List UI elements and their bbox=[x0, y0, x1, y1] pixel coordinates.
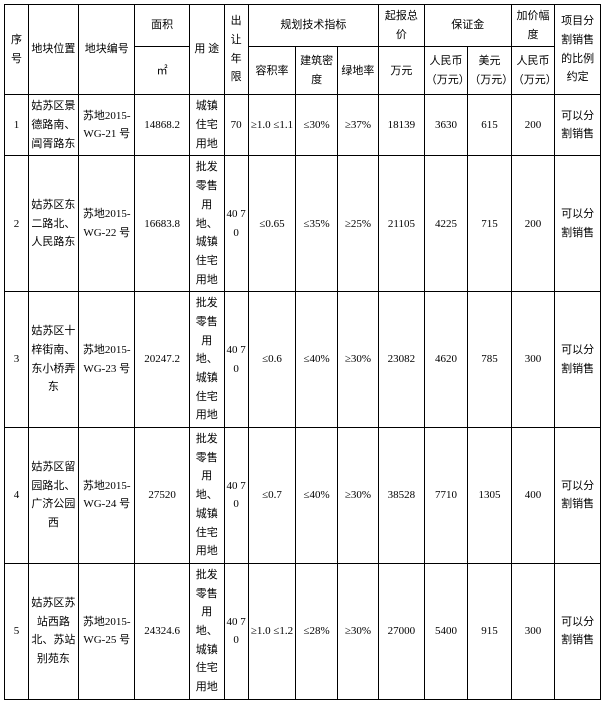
cell-seq: 4 bbox=[5, 428, 29, 564]
hdr-inc-sub: 人民币（万元） bbox=[511, 47, 555, 95]
cell-deposit_usd: 715 bbox=[468, 156, 512, 292]
hdr-tech-group: 规划技术指标 bbox=[248, 5, 379, 47]
cell-area: 24324.6 bbox=[135, 563, 189, 699]
hdr-split: 项目分割销售的比例约定 bbox=[555, 5, 601, 95]
cell-inc: 200 bbox=[511, 156, 555, 292]
hdr-deposit-rmb: 人民币（万元） bbox=[424, 47, 468, 95]
hdr-build-density: 建筑密度 bbox=[296, 47, 337, 95]
table-row: 1姑苏区景德路南、阊胥路东苏地2015-WG-21 号14868.2城镇住宅用地… bbox=[5, 95, 601, 156]
cell-split: 可以分割销售 bbox=[555, 156, 601, 292]
cell-location: 姑苏区景德路南、阊胥路东 bbox=[28, 95, 78, 156]
land-auction-table: 序号 地块位置 地块编号 面积 用 途 出让年限 规划技术指标 起报总价 保证金… bbox=[4, 4, 601, 700]
cell-deposit_rmb: 3630 bbox=[424, 95, 468, 156]
cell-seq: 3 bbox=[5, 292, 29, 428]
hdr-green-rate: 绿地率 bbox=[337, 47, 378, 95]
cell-seq: 5 bbox=[5, 563, 29, 699]
hdr-deposit-group: 保证金 bbox=[424, 5, 511, 47]
cell-deposit_rmb: 7710 bbox=[424, 428, 468, 564]
cell-deposit_rmb: 4225 bbox=[424, 156, 468, 292]
cell-use: 城镇住宅用地 bbox=[189, 95, 224, 156]
cell-build_density: ≤30% bbox=[296, 95, 337, 156]
hdr-deposit-usd: 美元（万元） bbox=[468, 47, 512, 95]
cell-use: 批发零售用地、城镇住宅用地 bbox=[189, 428, 224, 564]
cell-build_density: ≤28% bbox=[296, 563, 337, 699]
hdr-use: 用 途 bbox=[189, 5, 224, 95]
cell-deposit_usd: 915 bbox=[468, 563, 512, 699]
cell-start_price: 38528 bbox=[379, 428, 425, 564]
hdr-area-group: 面积 bbox=[135, 5, 189, 47]
cell-green_rate: ≥30% bbox=[337, 428, 378, 564]
cell-inc: 400 bbox=[511, 428, 555, 564]
cell-start_price: 21105 bbox=[379, 156, 425, 292]
cell-split: 可以分割销售 bbox=[555, 428, 601, 564]
cell-start_price: 18139 bbox=[379, 95, 425, 156]
cell-seq: 1 bbox=[5, 95, 29, 156]
table-row: 4姑苏区留园路北、广济公园西苏地2015-WG-24 号27520批发零售用地、… bbox=[5, 428, 601, 564]
hdr-area-sub: ㎡ bbox=[135, 47, 189, 95]
hdr-start-price-group: 起报总价 bbox=[379, 5, 425, 47]
cell-split: 可以分割销售 bbox=[555, 563, 601, 699]
cell-green_rate: ≥30% bbox=[337, 563, 378, 699]
cell-deposit_usd: 1305 bbox=[468, 428, 512, 564]
hdr-start-price-sub: 万元 bbox=[379, 47, 425, 95]
cell-far: ≥1.0 ≤1.2 bbox=[248, 563, 296, 699]
cell-build_density: ≤40% bbox=[296, 292, 337, 428]
cell-build_density: ≤40% bbox=[296, 428, 337, 564]
cell-area: 20247.2 bbox=[135, 292, 189, 428]
cell-seq: 2 bbox=[5, 156, 29, 292]
cell-area: 27520 bbox=[135, 428, 189, 564]
table-body: 1姑苏区景德路南、阊胥路东苏地2015-WG-21 号14868.2城镇住宅用地… bbox=[5, 95, 601, 699]
cell-code: 苏地2015-WG-25 号 bbox=[78, 563, 135, 699]
table-row: 3姑苏区十梓街南、东小桥弄东苏地2015-WG-23 号20247.2批发零售用… bbox=[5, 292, 601, 428]
cell-area: 14868.2 bbox=[135, 95, 189, 156]
hdr-seq: 序号 bbox=[5, 5, 29, 95]
cell-split: 可以分割销售 bbox=[555, 95, 601, 156]
cell-location: 姑苏区东二路北、人民路东 bbox=[28, 156, 78, 292]
cell-location: 姑苏区苏站西路北、苏站别苑东 bbox=[28, 563, 78, 699]
cell-code: 苏地2015-WG-21 号 bbox=[78, 95, 135, 156]
cell-area: 16683.8 bbox=[135, 156, 189, 292]
cell-use: 批发零售用地、城镇住宅用地 bbox=[189, 563, 224, 699]
cell-deposit_usd: 785 bbox=[468, 292, 512, 428]
cell-code: 苏地2015-WG-24 号 bbox=[78, 428, 135, 564]
hdr-location: 地块位置 bbox=[28, 5, 78, 95]
cell-inc: 200 bbox=[511, 95, 555, 156]
table-row: 2姑苏区东二路北、人民路东苏地2015-WG-22 号16683.8批发零售用地… bbox=[5, 156, 601, 292]
cell-green_rate: ≥30% bbox=[337, 292, 378, 428]
cell-term: 70 bbox=[224, 95, 248, 156]
cell-code: 苏地2015-WG-22 号 bbox=[78, 156, 135, 292]
cell-use: 批发零售用地、城镇住宅用地 bbox=[189, 156, 224, 292]
cell-green_rate: ≥37% bbox=[337, 95, 378, 156]
cell-term: 40 70 bbox=[224, 156, 248, 292]
cell-term: 40 70 bbox=[224, 428, 248, 564]
cell-code: 苏地2015-WG-23 号 bbox=[78, 292, 135, 428]
cell-deposit_usd: 615 bbox=[468, 95, 512, 156]
cell-start_price: 23082 bbox=[379, 292, 425, 428]
cell-inc: 300 bbox=[511, 563, 555, 699]
cell-location: 姑苏区留园路北、广济公园西 bbox=[28, 428, 78, 564]
cell-split: 可以分割销售 bbox=[555, 292, 601, 428]
cell-location: 姑苏区十梓街南、东小桥弄东 bbox=[28, 292, 78, 428]
hdr-code: 地块编号 bbox=[78, 5, 135, 95]
cell-term: 40 70 bbox=[224, 563, 248, 699]
hdr-far: 容积率 bbox=[248, 47, 296, 95]
cell-start_price: 27000 bbox=[379, 563, 425, 699]
cell-deposit_rmb: 5400 bbox=[424, 563, 468, 699]
cell-far: ≤0.7 bbox=[248, 428, 296, 564]
cell-build_density: ≤35% bbox=[296, 156, 337, 292]
hdr-term: 出让年限 bbox=[224, 5, 248, 95]
hdr-inc-group: 加价幅度 bbox=[511, 5, 555, 47]
cell-green_rate: ≥25% bbox=[337, 156, 378, 292]
cell-inc: 300 bbox=[511, 292, 555, 428]
table-row: 5姑苏区苏站西路北、苏站别苑东苏地2015-WG-25 号24324.6批发零售… bbox=[5, 563, 601, 699]
cell-use: 批发零售用地、城镇住宅用地 bbox=[189, 292, 224, 428]
cell-far: ≥1.0 ≤1.1 bbox=[248, 95, 296, 156]
cell-term: 40 70 bbox=[224, 292, 248, 428]
cell-far: ≤0.65 bbox=[248, 156, 296, 292]
cell-deposit_rmb: 4620 bbox=[424, 292, 468, 428]
cell-far: ≤0.6 bbox=[248, 292, 296, 428]
table-header: 序号 地块位置 地块编号 面积 用 途 出让年限 规划技术指标 起报总价 保证金… bbox=[5, 5, 601, 95]
